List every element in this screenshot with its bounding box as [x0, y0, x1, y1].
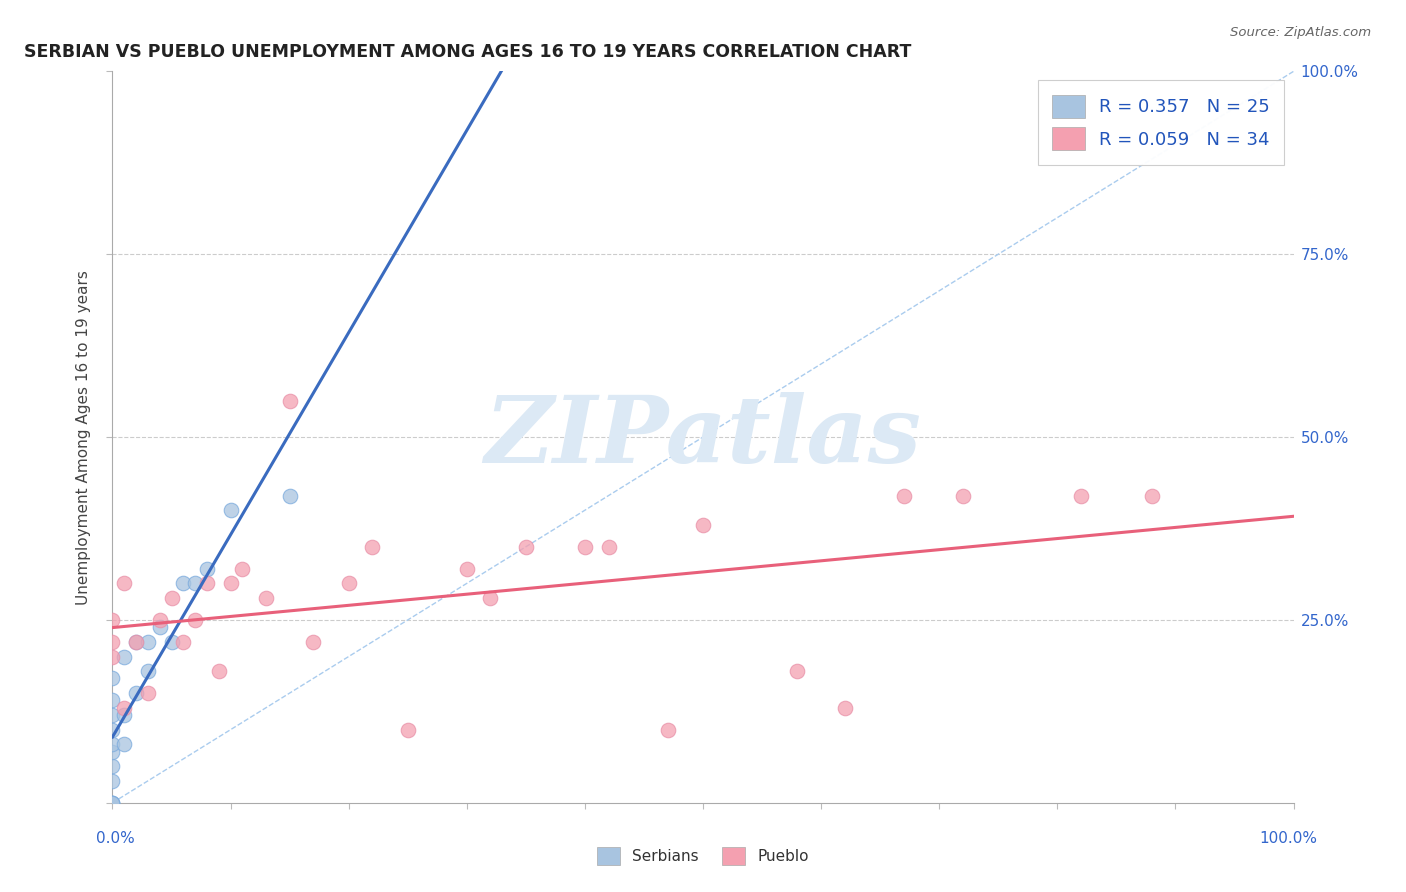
Point	[184, 576, 207, 591]
Text: Source: ZipAtlas.com: Source: ZipAtlas.com	[1230, 26, 1371, 38]
Point	[112, 708, 135, 723]
Point	[219, 576, 242, 591]
Text: ZIPatlas: ZIPatlas	[485, 392, 921, 482]
Point	[112, 576, 135, 591]
Point	[172, 635, 194, 649]
Point	[302, 635, 325, 649]
Point	[172, 576, 194, 591]
Point	[101, 693, 124, 707]
Point	[574, 540, 596, 554]
Point	[657, 723, 679, 737]
Point	[456, 562, 478, 576]
Point	[692, 517, 714, 532]
Point	[101, 613, 124, 627]
Y-axis label: Unemployment Among Ages 16 to 19 years: Unemployment Among Ages 16 to 19 years	[76, 269, 91, 605]
Point	[254, 591, 277, 605]
Legend: Serbians, Pueblo: Serbians, Pueblo	[592, 841, 814, 871]
Point	[208, 664, 231, 678]
Point	[515, 540, 537, 554]
Point	[125, 635, 148, 649]
Legend: R = 0.357   N = 25, R = 0.059   N = 34: R = 0.357 N = 25, R = 0.059 N = 34	[1038, 80, 1285, 165]
Point	[101, 649, 124, 664]
Point	[101, 635, 124, 649]
Point	[149, 613, 172, 627]
Point	[149, 620, 172, 634]
Point	[786, 664, 808, 678]
Point	[101, 672, 124, 686]
Point	[1140, 489, 1163, 503]
Point	[101, 737, 124, 751]
Point	[278, 393, 301, 408]
Point	[219, 503, 242, 517]
Point	[1070, 489, 1092, 503]
Point	[136, 635, 159, 649]
Point	[361, 540, 384, 554]
Point	[125, 635, 148, 649]
Point	[112, 700, 135, 714]
Point	[195, 576, 218, 591]
Point	[125, 686, 148, 700]
Point	[101, 773, 124, 788]
Point	[396, 723, 419, 737]
Point	[184, 613, 207, 627]
Point	[101, 796, 124, 810]
Point	[337, 576, 360, 591]
Point	[893, 489, 915, 503]
Point	[136, 664, 159, 678]
Point	[160, 635, 183, 649]
Point	[952, 489, 974, 503]
Point	[136, 686, 159, 700]
Point	[101, 708, 124, 723]
Point	[101, 796, 124, 810]
Point	[101, 723, 124, 737]
Point	[101, 796, 124, 810]
Point	[231, 562, 253, 576]
Point	[101, 759, 124, 773]
Point	[160, 591, 183, 605]
Text: 0.0%: 0.0%	[96, 831, 135, 846]
Point	[598, 540, 620, 554]
Point	[195, 562, 218, 576]
Point	[112, 649, 135, 664]
Text: 100.0%: 100.0%	[1258, 831, 1317, 846]
Point	[479, 591, 502, 605]
Point	[112, 737, 135, 751]
Point	[101, 745, 124, 759]
Point	[278, 489, 301, 503]
Text: SERBIAN VS PUEBLO UNEMPLOYMENT AMONG AGES 16 TO 19 YEARS CORRELATION CHART: SERBIAN VS PUEBLO UNEMPLOYMENT AMONG AGE…	[24, 44, 911, 62]
Point	[834, 700, 856, 714]
